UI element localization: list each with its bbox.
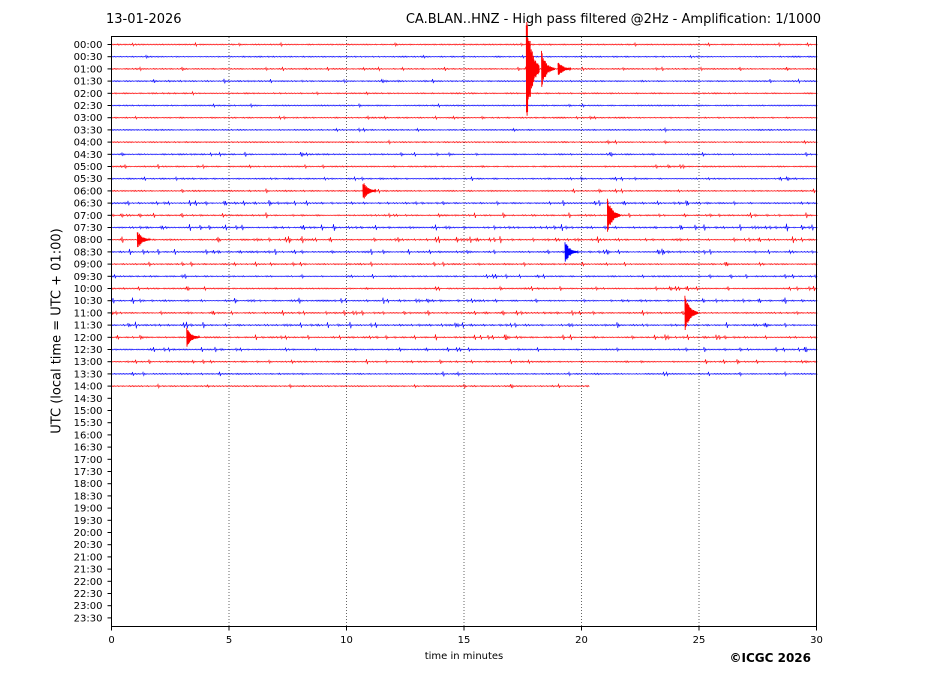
y-tick-label: 13:30 — [74, 369, 103, 380]
y-tick-label: 13:00 — [74, 357, 103, 368]
trace-0130 — [111, 78, 818, 85]
y-tick-label: 16:30 — [74, 443, 103, 454]
y-tick-label: 22:30 — [74, 589, 103, 600]
y-tick-label: 10:00 — [74, 284, 103, 295]
y-tick-label: 08:00 — [74, 235, 103, 246]
y-tick-label: 21:30 — [74, 565, 103, 576]
event-0800 — [136, 232, 151, 248]
y-tick-label: 11:30 — [74, 321, 103, 332]
trace-1100 — [111, 310, 818, 316]
trace-0730 — [111, 223, 818, 232]
y-tick-label: 18:30 — [74, 491, 103, 502]
trace-1330 — [111, 370, 818, 377]
y-tick-label: 02:00 — [74, 89, 103, 100]
y-tick-label: 03:00 — [74, 113, 103, 124]
y-tick-label: 08:30 — [74, 247, 103, 258]
x-tick-label: 30 — [810, 635, 823, 646]
y-tick-label: 02:30 — [74, 101, 103, 112]
trace-0600 — [111, 187, 818, 194]
x-tick-label: 5 — [226, 635, 232, 646]
trace-0630 — [111, 200, 818, 207]
y-tick-label: 04:00 — [74, 138, 103, 149]
event-0100 — [525, 21, 540, 116]
trace-0830 — [111, 248, 818, 256]
y-tick-label: 00:00 — [74, 40, 103, 51]
trace-1000 — [111, 285, 818, 292]
y-tick-label: 07:30 — [74, 223, 103, 234]
y-tick-label: 23:30 — [74, 613, 103, 624]
trace-1400 — [111, 383, 590, 390]
trace-0900 — [111, 261, 818, 268]
y-tick-label: 05:00 — [74, 162, 103, 173]
y-tick-label: 15:30 — [74, 418, 103, 429]
event-0100 — [557, 62, 572, 75]
event-0100 — [541, 50, 555, 87]
x-tick-label: 25 — [693, 635, 706, 646]
y-tick-label: 06:30 — [74, 199, 103, 210]
x-tick-label: 15 — [458, 635, 471, 646]
trace-1300 — [111, 359, 818, 365]
y-tick-label: 04:30 — [74, 150, 103, 161]
trace-1030 — [111, 297, 818, 304]
trace-1130 — [111, 321, 818, 329]
trace-1230 — [111, 346, 818, 353]
trace-0800 — [111, 236, 818, 244]
trace-0300 — [111, 115, 818, 121]
y-tick-label: 15:00 — [74, 406, 103, 417]
y-tick-label: 20:00 — [74, 528, 103, 539]
y-tick-label: 01:30 — [74, 77, 103, 88]
trace-0230 — [111, 102, 818, 109]
y-tick-label: 17:00 — [74, 455, 103, 466]
event-1200 — [186, 327, 201, 347]
chart-date: 13-01-2026 — [106, 12, 182, 27]
y-tick-label: 19:30 — [74, 516, 103, 527]
trace-0500 — [111, 163, 818, 170]
event-1100 — [684, 295, 699, 331]
x-tick-label: 20 — [575, 635, 588, 646]
y-tick-label: 19:00 — [74, 504, 103, 515]
y-tick-label: 09:00 — [74, 260, 103, 271]
y-tick-label: 10:30 — [74, 296, 103, 307]
x-tick-label: 10 — [340, 635, 353, 646]
x-axis-label: time in minutes — [424, 651, 504, 662]
y-tick-label: 07:00 — [74, 211, 103, 222]
trace-0330 — [111, 126, 818, 133]
trace-0430 — [111, 151, 818, 158]
trace-0930 — [111, 273, 818, 280]
y-tick-label: 14:30 — [74, 394, 103, 405]
y-tick-label: 09:30 — [74, 272, 103, 283]
event-0600 — [362, 183, 377, 199]
y-tick-label: 12:00 — [74, 333, 103, 344]
y-tick-label: 05:30 — [74, 174, 103, 185]
y-tick-label: 20:30 — [74, 540, 103, 551]
trace-1200 — [111, 334, 818, 341]
y-tick-label: 18:00 — [74, 479, 103, 490]
y-tick-label: 12:30 — [74, 345, 103, 356]
y-tick-label: 22:00 — [74, 577, 103, 588]
event-0830 — [564, 242, 579, 262]
y-tick-label: 16:00 — [74, 430, 103, 441]
trace-0700 — [111, 212, 818, 219]
trace-0400 — [111, 139, 818, 145]
event-0700 — [606, 198, 621, 232]
y-tick-label: 01:00 — [74, 64, 103, 75]
y-tick-label: 11:00 — [74, 308, 103, 319]
y-tick-label: 06:00 — [74, 186, 103, 197]
y-tick-label: 00:30 — [74, 52, 103, 63]
y-tick-label: 03:30 — [74, 125, 103, 136]
trace-0030 — [111, 54, 818, 60]
y-tick-label: 14:00 — [74, 382, 103, 393]
copyright-credit: ©ICGC 2026 — [729, 651, 811, 665]
y-tick-label: 17:30 — [74, 467, 103, 478]
y-tick-label: 23:00 — [74, 601, 103, 612]
trace-0200 — [111, 90, 818, 96]
y-tick-label: 21:00 — [74, 552, 103, 563]
trace-0530 — [111, 175, 818, 182]
x-tick-label: 0 — [108, 635, 114, 646]
chart-title: CA.BLAN..HNZ - High pass filtered @2Hz -… — [405, 12, 821, 27]
trace-0000 — [111, 41, 818, 48]
trace-0100 — [111, 66, 818, 72]
